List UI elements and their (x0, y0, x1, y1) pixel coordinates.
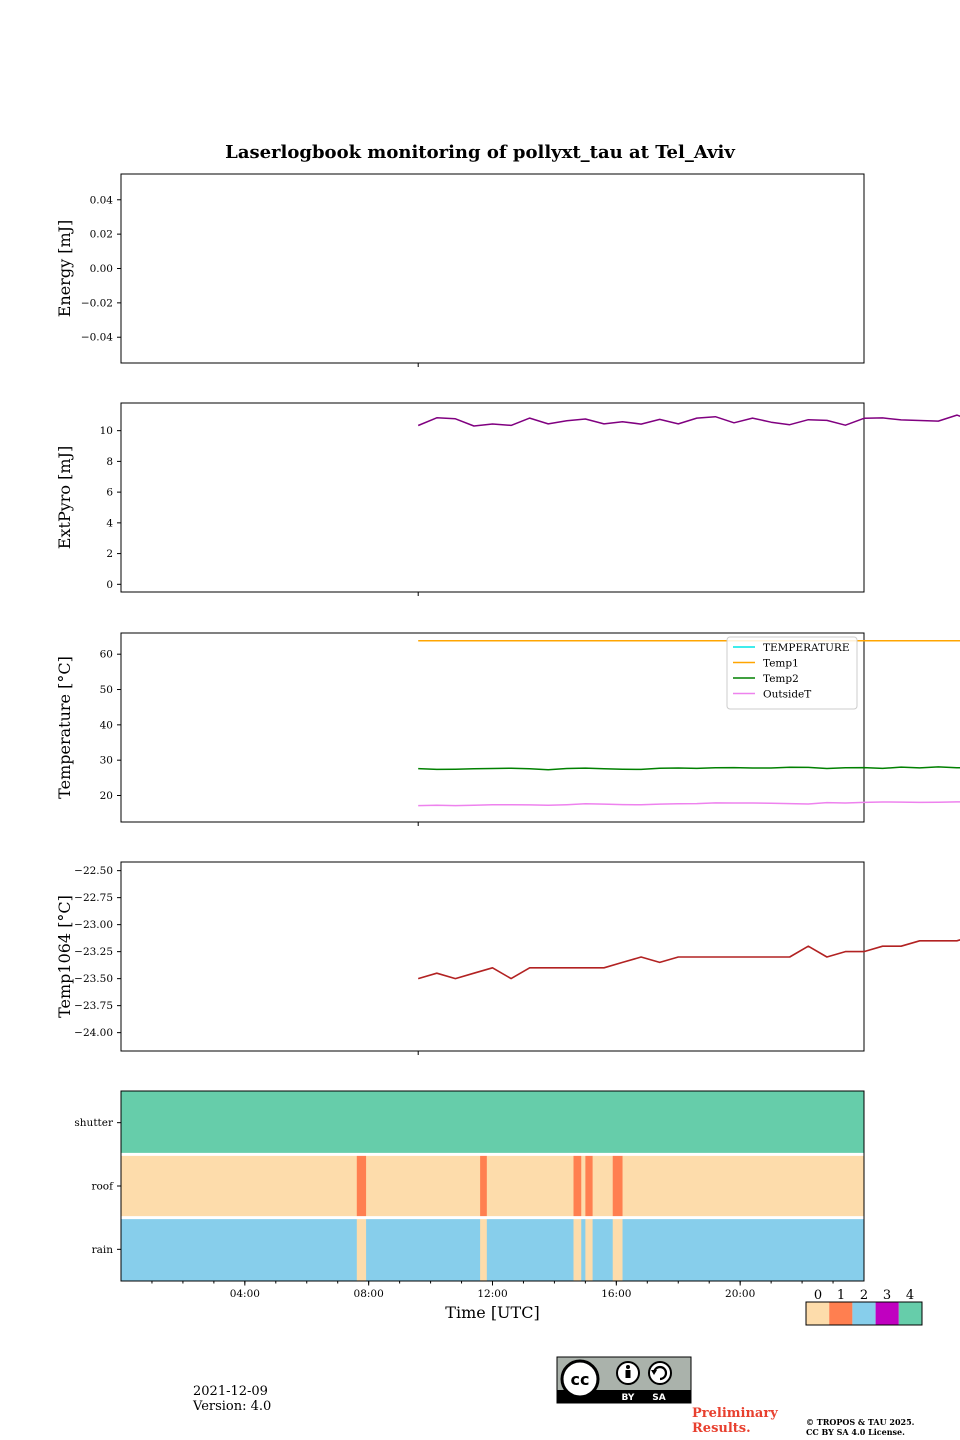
y-tick-label: 30 (100, 755, 113, 767)
y-tick-label: 0.02 (90, 229, 113, 241)
y-tick-label: −22.50 (74, 865, 113, 877)
x-tick-label: 16:00 (601, 1288, 631, 1300)
sa-share-icon (648, 1361, 672, 1385)
y-tick-label: 8 (106, 456, 113, 468)
x-tick-label: 20:00 (725, 1288, 755, 1300)
cc-license-badge: cc BY SA (556, 1356, 692, 1404)
status-event-rain (585, 1217, 593, 1281)
extpyro-panel: 0 2 4 6 8 10 ExtPyro [mJ] (55, 402, 960, 596)
y-tick-label: 50 (100, 684, 113, 696)
y-tick-label: 4 (106, 517, 113, 529)
series-line-1 (417, 414, 960, 427)
status-panel: shutter roof rain 04:00 08:00 12:00 16:00 20:00… (74, 1090, 865, 1322)
copyright-line-1: © TROPOS & TAU 2025. (806, 1417, 915, 1427)
colorbar-swatch (829, 1302, 853, 1325)
status-event-rain (612, 1217, 623, 1281)
x-tick-label: 08:00 (354, 1288, 384, 1300)
colorbar-label: 2 (860, 1288, 868, 1303)
colorbar-label: 0 (814, 1288, 822, 1303)
colorbar-swatch (806, 1302, 830, 1325)
x-axis-label: Time [UTC] (445, 1303, 539, 1322)
status-event-rain (573, 1217, 582, 1281)
y-tick-label: 20 (100, 790, 113, 802)
y-tick-label: 6 (106, 487, 113, 499)
y-tick-label: −0.04 (81, 332, 113, 344)
copyright-line-2: CC BY SA 4.0 License. (806, 1427, 905, 1437)
temp1064-panel: −22.50 −22.75 −23.00 −23.25 −23.50 −23.75 −24.… (55, 861, 960, 1055)
svg-text:cc: cc (571, 1370, 590, 1389)
y-axis-label: Temp1064 [°C] (55, 895, 74, 1018)
colorbar-swatch (852, 1302, 876, 1325)
colorbar-swatch (898, 1302, 922, 1325)
axes-frame (120, 861, 865, 1052)
legend-label: OutsideT (763, 689, 811, 701)
status-row-rain (121, 1217, 864, 1281)
y-tick-label: −0.02 (81, 297, 113, 309)
y-tick-label: 60 (100, 649, 113, 661)
status-event-roof (573, 1154, 582, 1218)
status-event-roof (612, 1154, 623, 1218)
status-event-rain (356, 1217, 367, 1281)
energy-panel: 0.04 0.02 0.00 −0.02 −0.04 Energy [mJ] (55, 173, 865, 367)
y-tick-label: −23.25 (74, 946, 113, 958)
colorbar-label: 3 (883, 1288, 891, 1303)
axes-frame (120, 173, 865, 364)
series-line-3 (417, 939, 960, 980)
colorbar-label: 1 (837, 1288, 845, 1303)
legend (726, 636, 858, 710)
badge-sa-label: SA (652, 1393, 665, 1403)
cc-by-sa-icon (560, 1359, 600, 1399)
y-tick-label: −23.00 (74, 919, 113, 931)
status-event-roof (585, 1154, 593, 1218)
y-axis-label: ExtPyro [mJ] (55, 446, 74, 549)
status-event-rain (480, 1217, 487, 1281)
status-row-label: roof (91, 1181, 114, 1193)
y-tick-label: 40 (100, 719, 113, 731)
y-tick-label: −23.75 (74, 1000, 113, 1012)
status-row-label: shutter (74, 1117, 114, 1129)
colorbar-label: 4 (906, 1288, 914, 1303)
y-tick-label: −23.50 (74, 973, 113, 985)
date-label: 2021-12-09 (193, 1384, 268, 1399)
colorbar-swatch (875, 1302, 899, 1325)
status-row-label: rain (92, 1244, 114, 1256)
preliminary-label: Preliminary Results. (692, 1406, 778, 1436)
chart-title: Laserlogbook monitoring of pollyxt_tau a… (225, 142, 735, 163)
legend-label: Temp1 (763, 658, 799, 670)
status-row-shutter (121, 1091, 864, 1155)
legend-label: Temp2 (763, 673, 799, 685)
y-axis-label: Temperature [°C] (55, 656, 74, 799)
copyright-notice: © TROPOS & TAU 2025. CC BY SA 4.0 Licens… (806, 1417, 914, 1437)
series-line-outsidet (418, 801, 960, 807)
axes-frame (120, 402, 865, 593)
y-tick-label: −22.75 (74, 892, 113, 904)
colorbar-frame (805, 1301, 923, 1326)
version-label: Version: 4.0 (193, 1399, 272, 1414)
temperature-panel: 20 30 40 50 60 Temperature [°C] TEMPERATURE Tem… (55, 632, 960, 826)
x-tick-label: 04:00 (230, 1288, 260, 1300)
status-event-roof (356, 1154, 367, 1218)
y-tick-label: −24.00 (74, 1027, 113, 1039)
y-tick-label: 10 (100, 425, 113, 437)
status-event-roof (480, 1154, 487, 1218)
series-line-temp2 (418, 766, 960, 771)
legend-label: TEMPERATURE (763, 642, 850, 654)
version-info: 2021-12-09 Version: 4.0 (193, 1384, 271, 1414)
axes-frame (120, 632, 865, 823)
y-tick-label: 2 (106, 548, 113, 560)
status-row-roof (121, 1154, 864, 1218)
y-axis-label: Energy [mJ] (55, 220, 74, 318)
y-tick-label: 0.00 (90, 263, 113, 275)
badge-by-label: BY (622, 1393, 635, 1403)
x-tick-label: 12:00 (477, 1288, 507, 1300)
y-tick-label: 0 (106, 579, 113, 591)
y-tick-label: 0.04 (90, 194, 114, 206)
